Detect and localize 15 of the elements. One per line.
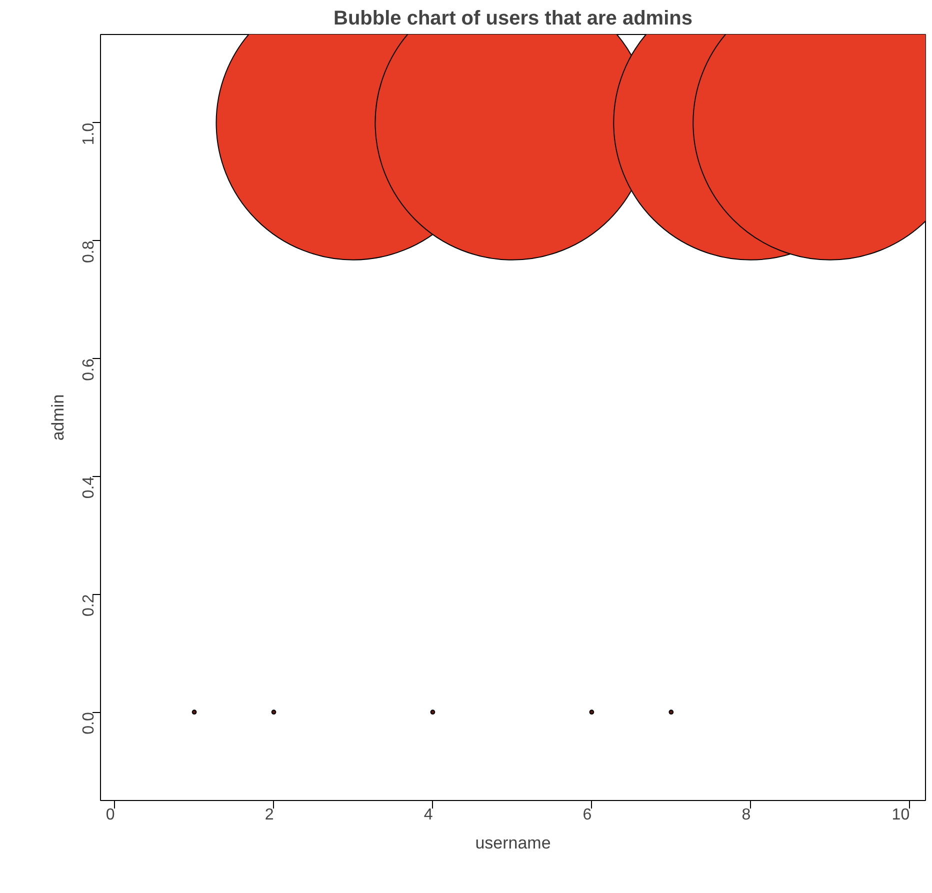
- chart-title: Bubble chart of users that are admins: [334, 8, 692, 30]
- x-tick-label: 4: [424, 806, 433, 824]
- y-tick-label: 0.6: [80, 358, 98, 381]
- x-axis-title: username: [475, 834, 551, 852]
- x-tick-label: 6: [582, 806, 592, 824]
- x-tick-label: 0: [106, 806, 115, 824]
- y-tick-label: 0.8: [80, 240, 98, 263]
- y-tick-label: 0.2: [80, 594, 98, 617]
- y-tick-label: 1.0: [80, 122, 98, 146]
- x-tick-label: 10: [892, 806, 910, 824]
- x-tick-label: 2: [264, 806, 274, 824]
- y-axis-title: admin: [48, 394, 68, 441]
- y-tick-label: 0.4: [80, 476, 98, 499]
- y-tick-label: 0.0: [80, 712, 98, 734]
- x-tick-label: 8: [742, 806, 751, 824]
